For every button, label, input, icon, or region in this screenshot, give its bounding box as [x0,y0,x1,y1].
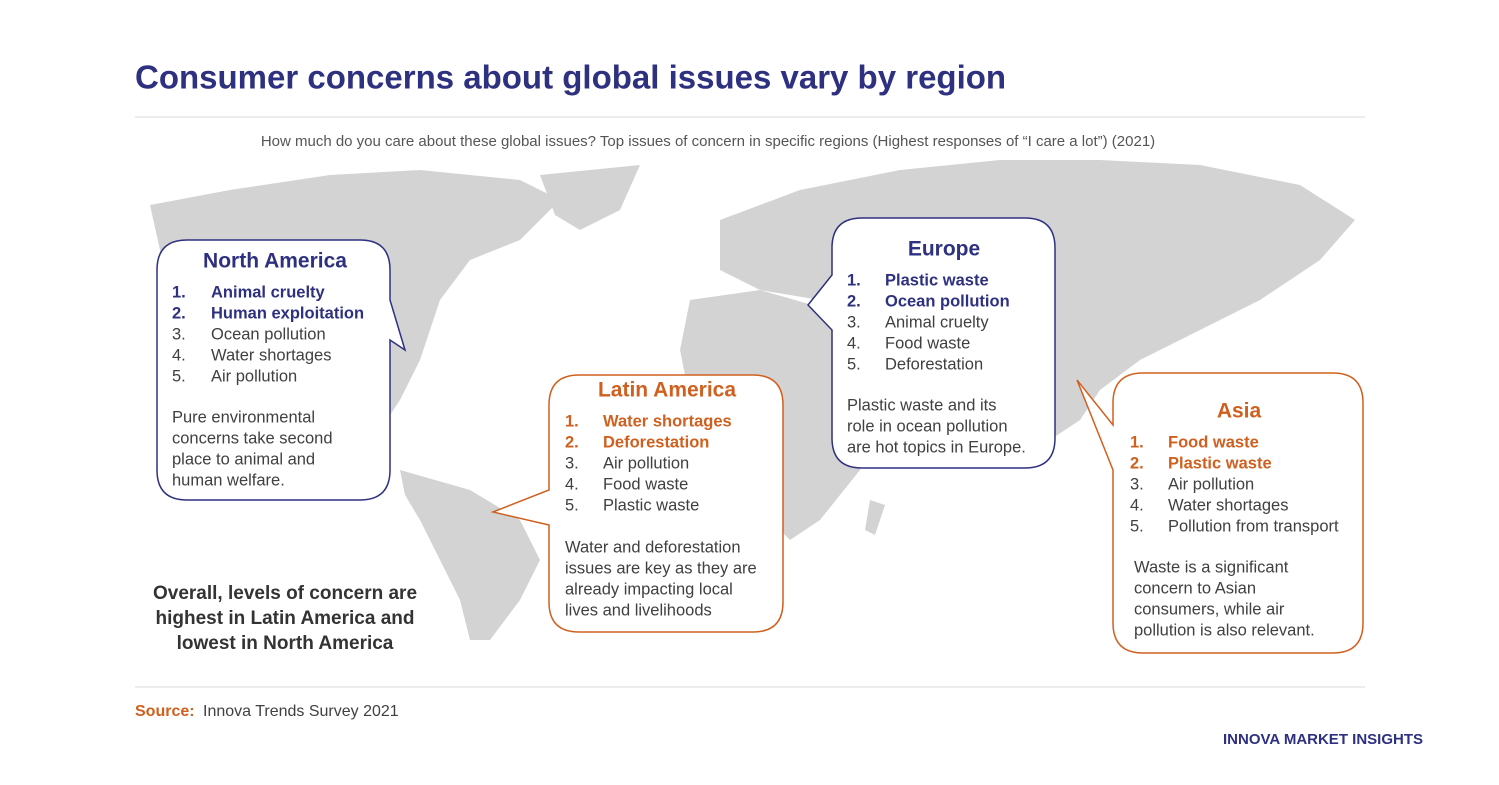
rank: 3. [847,313,861,331]
concern: Water shortages [1168,496,1288,514]
source-label: Source: [135,703,195,720]
rank: 4. [1130,496,1144,514]
rank: 4. [172,346,186,364]
concern: Food waste [885,334,970,352]
rank: 4. [847,334,861,352]
callout-bubble [807,217,1056,469]
region-title: North America [203,250,347,273]
concern: Deforestation [603,433,709,451]
rank: 1. [565,412,579,430]
rank: 1. [1130,433,1144,451]
region-note: concerns take second [172,429,333,447]
region-note: concern to Asian [1134,579,1256,597]
summary: lowest in North America [177,633,394,654]
summary: highest in Latin America and [155,608,414,629]
rank: 3. [565,454,579,472]
rank: 5. [847,355,861,373]
region-note: Water and deforestation [565,538,741,556]
title: Consumer concerns about global issues va… [135,59,1006,96]
rank: 2. [172,304,186,322]
rank: 4. [565,475,579,493]
region-title: Europe [908,238,980,261]
brand: INNOVA MARKET INSIGHTS [1223,731,1423,748]
rank: 5. [1130,517,1144,535]
concern: Animal cruelty [211,283,326,301]
concern: Water shortages [603,412,732,430]
concern: Air pollution [1168,475,1254,493]
concern: Air pollution [211,367,297,385]
region-title: Latin America [598,379,736,402]
concern: Ocean pollution [885,292,1010,310]
region-note: pollution is also relevant. [1134,621,1315,639]
region-note: Pure environmental [172,408,315,426]
region-note: place to animal and [172,450,315,468]
summary: Overall, levels of concern are [153,583,417,604]
callout-bubble [490,374,784,633]
rank: 5. [565,496,579,514]
subtitle: How much do you care about these global … [261,133,1155,150]
region-note: already impacting local [565,580,733,598]
rank: 5. [172,367,186,385]
concern: Food waste [1168,433,1259,451]
callouts [156,217,1364,654]
callout-bubble [156,239,407,501]
rank: 3. [172,325,186,343]
rank: 2. [1130,454,1144,472]
concern: Water shortages [211,346,331,364]
rank: 2. [565,433,579,451]
region-note: lives and livelihoods [565,601,712,619]
concern: Animal cruelty [885,313,989,331]
region-note: Plastic waste and its [847,396,996,414]
region-note: issues are key as they are [565,559,757,577]
concern: Plastic waste [885,271,989,289]
source: Innova Trends Survey 2021 [203,703,399,720]
region-note: Waste is a significant [1134,558,1289,576]
rank: 2. [847,292,861,310]
region-note: consumers, while air [1134,600,1285,618]
concern: Food waste [603,475,688,493]
region-note: role in ocean pollution [847,417,1008,435]
concern: Human exploitation [211,304,364,322]
rank: 3. [1130,475,1144,493]
region-title: Asia [1217,400,1262,423]
concern: Plastic waste [603,496,699,514]
concern: Ocean pollution [211,325,326,343]
concern: Deforestation [885,355,983,373]
concern: Pollution from transport [1168,517,1339,535]
rank: 1. [172,283,186,301]
concern: Plastic waste [1168,454,1272,472]
region-note: are hot topics in Europe. [847,438,1026,456]
concern: Air pollution [603,454,689,472]
callout-bubble [1076,372,1364,654]
rank: 1. [847,271,861,289]
region-note: human welfare. [172,471,285,489]
